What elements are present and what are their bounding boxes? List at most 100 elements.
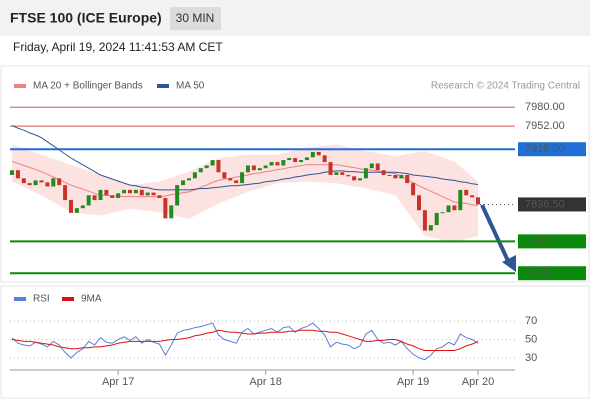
candle [375,163,380,171]
header-bar [0,0,590,36]
candle [293,158,298,163]
x-tick-label: Apr 19 [397,376,429,388]
candle [245,165,250,173]
candle [186,178,191,181]
candle [210,160,215,166]
candle [92,195,97,201]
candle [440,212,445,214]
candle [21,178,26,184]
candle [104,189,109,196]
candle [27,183,32,186]
candle [192,172,197,179]
attribution: Research © 2024 Trading Central [431,81,580,92]
candle [269,162,274,166]
candle [10,170,14,175]
candle [358,178,363,181]
candle [222,172,227,179]
legend-swatch [14,297,26,301]
candle [417,195,422,211]
candle [304,157,309,161]
candle [476,197,480,205]
level-label: 7918.00 [525,143,565,155]
candle [334,172,339,175]
legend-swatch [14,84,26,88]
candle [393,174,398,179]
arrow-head [502,255,516,272]
y-tick-label: 30 [525,352,537,364]
level-label: 7782.00 [525,235,565,247]
candle [51,178,56,187]
level-label: 7836.50 [525,198,565,210]
candle [181,180,186,186]
y-tick-label: 50 [525,333,537,345]
candle [163,198,168,219]
y-tick-label: 70 [525,315,537,327]
candle [157,195,162,199]
level-label: 7952.00 [525,120,565,132]
chart-title: FTSE 100 (ICE Europe) [10,10,162,26]
candle [287,158,292,161]
candle [216,160,221,173]
candle [80,205,85,209]
candle [116,193,121,199]
legend-label: MA 50 [176,81,205,92]
candle [446,205,451,213]
level-box [518,266,586,281]
timestamp: Friday, April 19, 2024 11:41:53 AM CET [13,40,223,54]
candle [310,151,315,158]
legend-swatch [157,84,169,88]
candle [405,174,410,184]
candle [299,160,304,163]
candle [257,168,262,171]
candle [240,172,245,184]
ma-line [11,125,479,191]
timeframe[interactable]: 30 MIN [176,11,215,25]
rsi-line [11,322,479,361]
candle [74,208,79,213]
candle [387,174,392,176]
level-box [518,234,586,249]
candle [57,178,62,186]
candle [169,205,174,219]
x-tick-label: Apr 20 [462,376,494,388]
candle [411,183,416,196]
candle [399,174,404,179]
candle [127,189,132,194]
candle [281,160,286,166]
candle [63,185,68,201]
candle [145,192,150,196]
candle [175,185,180,206]
candle [452,205,457,211]
level-label: 7980.00 [525,101,565,113]
level-label: 7735.00 [525,267,565,279]
candle [198,168,203,173]
candle [422,210,427,231]
timeframe-box[interactable] [170,7,221,30]
candle [33,180,38,186]
candle [434,212,439,226]
candle [139,189,144,196]
candle [340,172,345,175]
candle [263,165,268,169]
candle [110,195,115,199]
legend-label: 9MA [81,294,102,305]
candle [322,155,327,163]
candle [346,174,351,177]
rsi-line [11,329,479,351]
legend-swatch [62,297,74,301]
x-tick-label: Apr 18 [249,376,281,388]
candle [122,189,127,194]
candle [234,180,239,184]
price-panel [0,65,590,283]
candle [275,162,280,166]
candle [98,189,103,201]
candle [369,163,374,169]
candle [251,165,256,171]
candle [151,192,156,196]
candle [352,176,357,181]
forecast-arrow [480,204,511,264]
level-box [518,197,586,212]
candle [470,195,475,198]
candle [458,189,463,211]
